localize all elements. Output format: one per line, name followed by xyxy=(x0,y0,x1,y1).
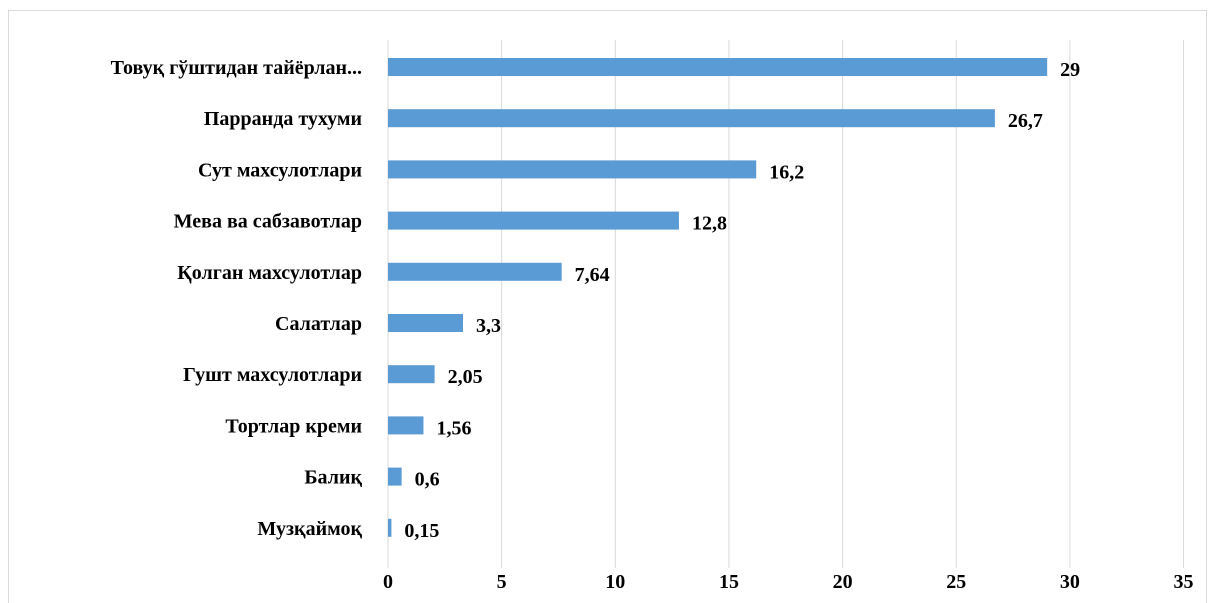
data-label: 16,2 xyxy=(769,161,804,183)
data-label: 3,3 xyxy=(476,315,501,337)
bar xyxy=(388,416,424,435)
bar xyxy=(388,365,435,384)
data-labels: 29 26,7 16,2 12,8 7,64 3,3 2,05 1,56 0,6 0,15 xyxy=(404,59,1080,542)
x-tick-label: 35 xyxy=(1174,571,1194,593)
gridlines xyxy=(387,40,1185,568)
x-tick-label: 20 xyxy=(833,571,853,593)
bar xyxy=(388,58,1048,76)
data-label: 2,05 xyxy=(448,366,483,388)
x-tick-label: 5 xyxy=(497,571,507,593)
x-tick-label: 30 xyxy=(1060,571,1080,593)
category-label: Музқаймоқ xyxy=(257,518,362,540)
category-label: Салатлар xyxy=(275,313,362,335)
bar xyxy=(388,518,392,537)
bar xyxy=(388,109,995,128)
category-labels: Товуқ гўштидан тайёрлан... Парранда тухум… xyxy=(111,57,363,540)
data-label: 1,56 xyxy=(436,417,471,439)
data-label: 12,8 xyxy=(692,213,727,235)
data-label: 0,15 xyxy=(404,520,439,542)
category-label: Қолган махсулотлар xyxy=(177,262,362,284)
x-tick-label: 10 xyxy=(605,571,625,593)
category-label: Гушт махсулотлари xyxy=(183,364,362,386)
bar xyxy=(388,211,679,230)
data-label: 7,64 xyxy=(575,264,610,286)
data-label: 29 xyxy=(1060,59,1080,81)
category-label: Балиқ xyxy=(304,467,362,489)
x-tick-label: 15 xyxy=(719,571,739,593)
bar xyxy=(388,314,464,332)
x-tick-label: 0 xyxy=(383,571,393,593)
bar xyxy=(388,160,757,179)
x-tick-label: 25 xyxy=(946,571,966,593)
category-label: Парранда тухуми xyxy=(204,108,362,130)
category-label: Тортлар креми xyxy=(225,415,362,437)
data-label: 0,6 xyxy=(415,469,440,491)
bar xyxy=(388,262,562,281)
data-label: 26,7 xyxy=(1008,110,1043,132)
bar xyxy=(388,467,402,486)
chart-frame xyxy=(8,10,1207,603)
category-label: Сут махсулотлари xyxy=(198,159,362,181)
bars xyxy=(388,58,1048,537)
category-label: Мева ва сабзавотлар xyxy=(174,211,362,233)
category-label: Товуқ гўштидан тайёрлан... xyxy=(111,57,362,79)
x-tick-labels: 0 5 10 15 20 25 30 35 xyxy=(383,571,1194,593)
